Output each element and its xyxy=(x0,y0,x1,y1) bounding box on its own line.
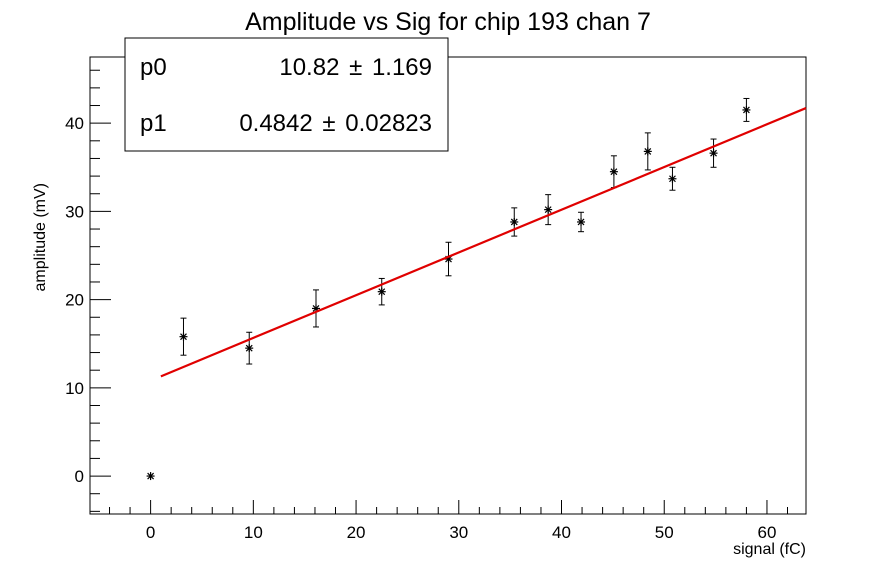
stats-p0-error: 1.169 xyxy=(372,54,432,81)
stats-p1-estimate: 0.4842 xyxy=(239,110,312,137)
asterisk-marker xyxy=(742,105,751,114)
asterisk-marker xyxy=(668,174,677,183)
x-tick-label: 0 xyxy=(146,523,155,542)
asterisk-marker xyxy=(544,205,553,214)
fit-line xyxy=(160,107,807,378)
asterisk-marker xyxy=(609,167,618,176)
data-point xyxy=(709,138,718,168)
stats-p0-name: p0 xyxy=(140,54,167,81)
data-points xyxy=(146,97,751,481)
marker-stroke xyxy=(378,288,386,296)
stats-box: p0 10.82 ± 1.169 p1 0.4842 ± 0.02823 xyxy=(124,37,449,152)
marker-stroke xyxy=(312,305,320,312)
data-point xyxy=(146,472,155,481)
data-point xyxy=(643,132,652,171)
x-tick-label: 20 xyxy=(347,523,366,542)
asterisk-marker xyxy=(245,344,254,353)
y-axis-label: amplitude (mV) xyxy=(32,183,49,291)
x-axis: 0 10 20 30 40 50 60 xyxy=(109,500,789,542)
y-tick-label: 30 xyxy=(65,202,84,221)
asterisk-marker xyxy=(146,472,155,481)
data-point xyxy=(577,211,586,233)
stats-box-frame xyxy=(124,37,449,152)
asterisk-marker xyxy=(577,217,586,226)
y-tick-label: 40 xyxy=(65,114,84,133)
marker-stroke xyxy=(245,344,253,352)
y-tick-label: 20 xyxy=(65,291,84,310)
fit-line-group xyxy=(160,107,807,378)
marker-stroke xyxy=(147,472,155,480)
y-tick-label: 0 xyxy=(75,467,84,486)
stats-p0-pm: ± xyxy=(349,54,362,81)
stats-p0-value: 10.82 ± 1.169 xyxy=(279,54,432,81)
marker-stroke xyxy=(742,106,750,114)
marker-stroke xyxy=(577,218,585,226)
data-point xyxy=(510,207,519,237)
marker-stroke xyxy=(644,147,652,155)
stats-p1-error: 0.02823 xyxy=(345,110,432,137)
x-tick-label: 30 xyxy=(449,523,468,542)
data-point xyxy=(377,277,386,306)
stats-p1-name: p1 xyxy=(140,110,167,137)
stats-p1-value: 0.4842 ± 0.02823 xyxy=(239,110,432,137)
x-tick-label: 40 xyxy=(552,523,571,542)
asterisk-marker xyxy=(510,217,519,226)
marker-stroke xyxy=(610,168,618,176)
asterisk-marker xyxy=(377,287,386,296)
y-axis: 0 10 20 30 40 xyxy=(65,69,111,512)
stats-p1-pm: ± xyxy=(322,110,335,137)
asterisk-marker xyxy=(179,332,188,341)
x-tick-label: 60 xyxy=(758,523,777,542)
marker-stroke xyxy=(510,218,518,226)
data-point xyxy=(668,166,677,191)
y-tick-label: 10 xyxy=(65,379,84,398)
x-tick-label: 50 xyxy=(655,523,674,542)
marker-stroke xyxy=(180,333,187,341)
data-point xyxy=(179,317,188,356)
chart-title: Amplitude vs Sig for chip 193 chan 7 xyxy=(245,8,651,36)
data-point xyxy=(311,289,320,328)
data-point xyxy=(544,194,553,226)
data-point xyxy=(245,331,254,365)
marker-stroke xyxy=(710,149,717,157)
marker-stroke xyxy=(669,175,676,183)
marker-stroke xyxy=(544,206,552,214)
asterisk-marker xyxy=(643,147,652,156)
x-tick-label: 10 xyxy=(244,523,263,542)
data-point xyxy=(609,155,618,189)
data-point xyxy=(742,97,751,122)
stats-p0-estimate: 10.82 xyxy=(279,54,339,81)
asterisk-marker xyxy=(709,149,718,158)
x-axis-label: signal (fC) xyxy=(733,541,806,558)
